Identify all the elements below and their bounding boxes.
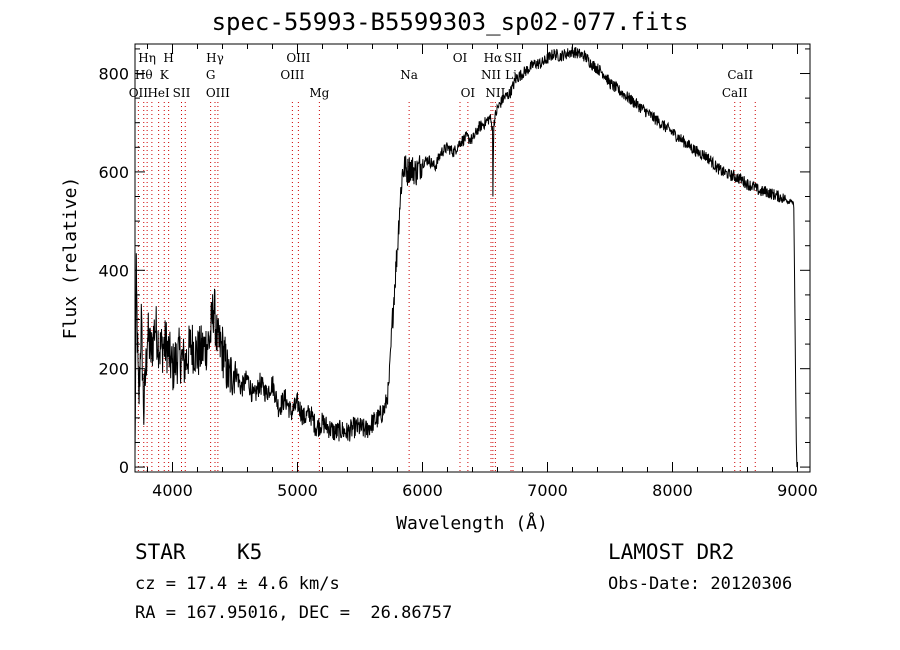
line-marker-label: NII [481, 68, 501, 82]
spectrum-series [134, 46, 798, 468]
line-marker-label: SII [173, 86, 191, 100]
observation-date: Obs-Date: 20120306 [608, 574, 793, 594]
x-tick-label: 7000 [527, 481, 568, 500]
x-tick-label: 9000 [777, 481, 818, 500]
object-class: STAR [135, 540, 186, 564]
redshift-velocity: cz = 17.4 ± 4.6 km/s [135, 574, 340, 594]
line-marker-label: OIII [206, 86, 230, 100]
y-tick-label: 0 [119, 458, 129, 477]
line-marker-label: OIII [286, 51, 310, 65]
spectrum-line [134, 46, 798, 468]
line-marker-label: Hη [138, 51, 156, 65]
coordinates: RA = 167.95016, DEC = 26.86757 [135, 603, 453, 623]
line-marker-label: CaII [727, 68, 753, 82]
line-marker-label: Li [505, 68, 517, 82]
line-marker-label: SII [504, 51, 522, 65]
line-marker-label: Mg [309, 86, 329, 100]
line-marker-label: Hγ [206, 51, 224, 65]
line-marker-label: HeI [147, 86, 170, 100]
y-tick-label: 800 [98, 65, 129, 84]
y-tick-label: 400 [98, 261, 129, 280]
line-marker-label: OI [461, 86, 476, 100]
line-marker-label: NII [485, 86, 505, 100]
x-axis-label: Wavelength (Å) [396, 512, 548, 534]
plot-frame [134, 43, 811, 473]
line-marker-label: Na [400, 68, 418, 82]
line-marker-label: CaII [722, 86, 748, 100]
x-tick-label: 5000 [277, 481, 318, 500]
y-tick-label: 200 [98, 360, 129, 379]
x-tick-label: 6000 [402, 481, 443, 500]
line-marker-label: Hα [484, 51, 503, 65]
axes: 4000 5000 6000 7000 8000 9000 0 200 400 600 800 [98, 44, 818, 500]
survey-name: LAMOST DR2 [608, 540, 735, 564]
line-marker-label: G [206, 68, 216, 82]
x-tick-label: 4000 [152, 481, 193, 500]
line-marker-label: K [160, 68, 170, 82]
y-axis-label: Flux (relative) [60, 177, 81, 340]
line-marker-label: H [163, 51, 173, 65]
line-marker-label: OII [129, 86, 149, 100]
line-marker-label: Hθ [135, 68, 153, 82]
line-marker-label: OI [453, 51, 468, 65]
x-tick-label: 8000 [652, 481, 693, 500]
chart-title: spec-55993-B5599303_sp02-077.fits [211, 8, 689, 36]
y-tick-label: 600 [98, 163, 129, 182]
line-marker-label: OIII [280, 68, 304, 82]
object-subclass: K5 [237, 540, 263, 564]
line-markers: OII Hθ Hη HeI KH SII G Hγ OIII OIII OIII Mg Na OI OI NI… [129, 51, 756, 472]
